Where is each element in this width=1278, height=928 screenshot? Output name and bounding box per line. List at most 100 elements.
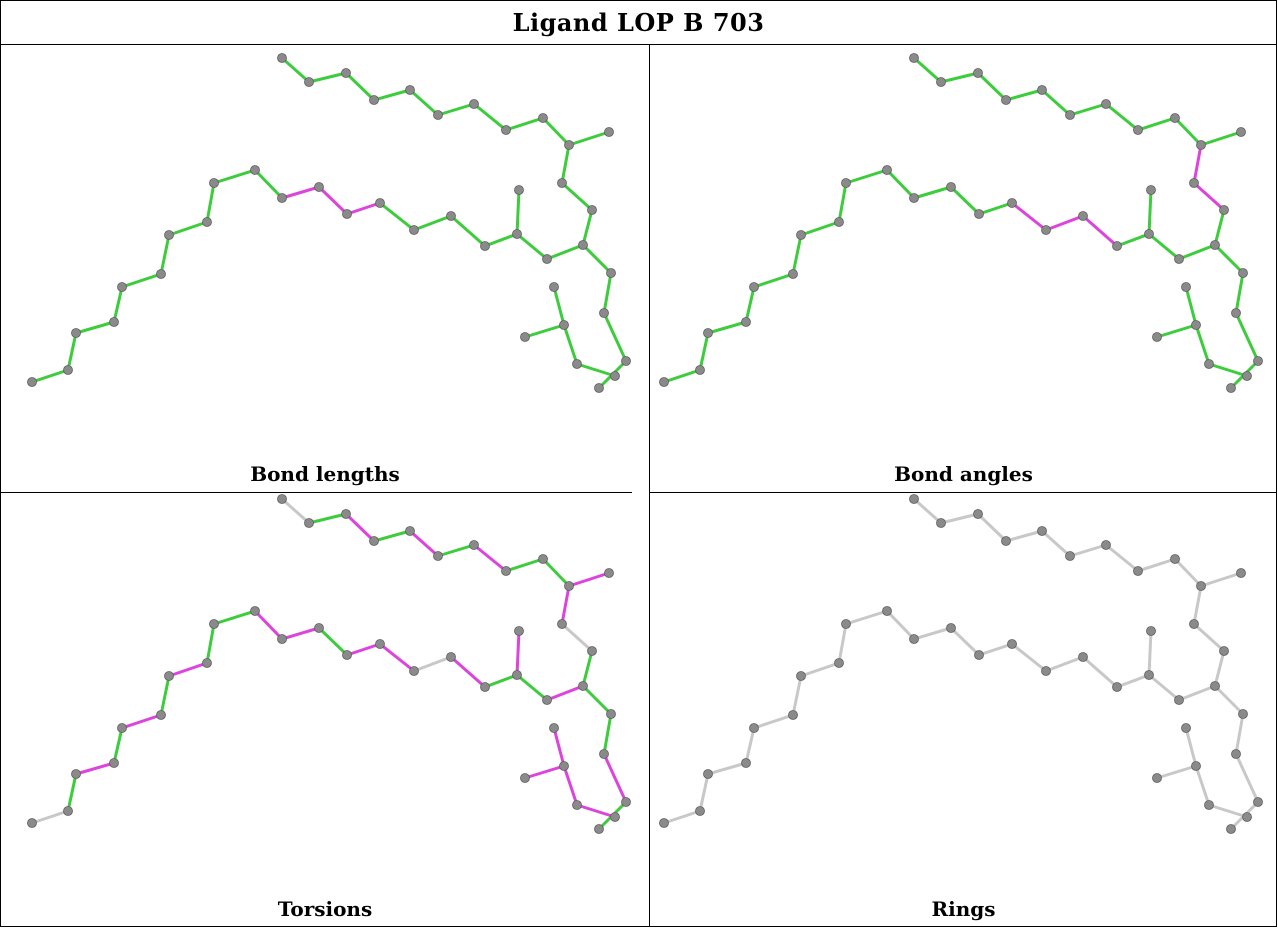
atom	[409, 666, 419, 676]
atom	[156, 269, 166, 279]
atom	[341, 68, 351, 78]
bond	[378, 201, 416, 232]
atom	[610, 812, 620, 822]
bond	[408, 88, 440, 117]
atom	[1007, 198, 1017, 208]
atom	[796, 230, 806, 240]
panel-torsions: Torsions	[1, 493, 649, 927]
panel-bond-lengths: Bond lengths	[1, 46, 649, 492]
bond	[602, 271, 613, 315]
atom	[606, 709, 616, 719]
atom	[117, 723, 127, 733]
atom	[433, 551, 443, 561]
atom	[538, 554, 548, 564]
bond	[1147, 629, 1153, 677]
atom	[659, 377, 669, 387]
atom	[936, 518, 946, 528]
bond	[280, 56, 311, 84]
bond	[1192, 181, 1226, 212]
bond	[844, 609, 889, 626]
atom	[749, 282, 759, 292]
bond	[120, 713, 163, 730]
atom	[369, 95, 379, 105]
bond	[698, 772, 710, 813]
bond	[575, 362, 617, 378]
atom	[1078, 652, 1088, 662]
bond	[280, 497, 311, 525]
atom	[1219, 205, 1229, 215]
atom	[1146, 626, 1156, 636]
bond	[885, 168, 916, 200]
atom	[446, 211, 456, 221]
bond	[1044, 214, 1085, 232]
bond	[1104, 102, 1140, 132]
atom	[375, 639, 385, 649]
bond	[1213, 684, 1245, 716]
atom	[304, 518, 314, 528]
atom	[512, 670, 522, 680]
bond	[602, 712, 613, 756]
bond	[1199, 571, 1243, 588]
atom	[909, 494, 919, 504]
atom	[405, 526, 415, 536]
bond	[744, 285, 756, 324]
atom	[405, 85, 415, 95]
atom	[1037, 85, 1047, 95]
bond	[307, 71, 348, 84]
bond	[1194, 764, 1211, 807]
atom	[578, 681, 588, 691]
atom	[572, 800, 582, 810]
atom	[1191, 761, 1201, 771]
atom	[1196, 140, 1206, 150]
bond	[483, 673, 519, 689]
bond	[545, 684, 585, 702]
bond	[706, 761, 748, 776]
bond	[1207, 362, 1249, 378]
figure-title: Ligand LOP B 703	[512, 7, 765, 37]
atom	[621, 356, 631, 366]
atom	[469, 540, 479, 550]
bond	[791, 233, 803, 276]
bond	[1147, 188, 1153, 236]
bond	[378, 642, 416, 673]
atom	[557, 178, 567, 188]
bond	[523, 323, 566, 339]
bond	[472, 102, 508, 132]
bond	[1115, 232, 1151, 248]
bond	[317, 626, 349, 657]
bond	[112, 726, 124, 765]
atom	[1204, 359, 1214, 369]
bond	[412, 214, 453, 232]
atom	[834, 217, 844, 227]
bond	[1192, 143, 1203, 185]
bond	[1194, 323, 1211, 366]
atom	[1112, 682, 1122, 692]
bond	[552, 285, 566, 327]
atom	[1170, 113, 1180, 123]
bond	[1136, 116, 1177, 132]
bond	[560, 622, 594, 653]
atom	[587, 646, 597, 656]
atom	[501, 566, 511, 576]
atom	[1210, 681, 1220, 691]
atom	[1133, 125, 1143, 135]
atom	[1189, 178, 1199, 188]
bond	[939, 71, 980, 84]
atom	[1219, 646, 1229, 656]
bond	[1115, 673, 1151, 689]
bond	[372, 88, 412, 102]
bond	[976, 512, 1008, 543]
bond	[1184, 285, 1198, 327]
bond	[1199, 130, 1243, 147]
bond	[1040, 88, 1072, 117]
bond	[167, 661, 209, 678]
bond	[541, 116, 571, 147]
bond	[752, 272, 795, 289]
bond	[120, 272, 163, 289]
atom	[375, 198, 385, 208]
atom	[741, 317, 751, 327]
bond	[436, 102, 476, 117]
atom	[936, 77, 946, 87]
bond	[66, 331, 78, 372]
bond	[976, 71, 1008, 102]
